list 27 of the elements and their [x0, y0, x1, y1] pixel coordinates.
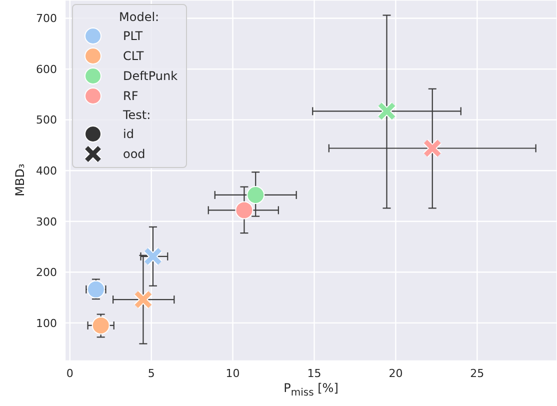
- y-tick-label: 400: [36, 164, 57, 178]
- legend-label: RF: [123, 88, 138, 105]
- legend-label: CLT: [123, 48, 144, 65]
- point: [246, 186, 265, 204]
- x-tick-label: 5: [148, 366, 155, 380]
- y-tick-label: 600: [36, 62, 57, 76]
- y-axis-title: MBD₃: [13, 164, 27, 196]
- y-tick-label: 500: [36, 114, 57, 127]
- x-tick-label: 25: [470, 366, 484, 380]
- annotation: ood: [123, 146, 146, 163]
- legend-label: DeftPunk: [123, 68, 178, 85]
- point: [235, 201, 254, 220]
- x-axis-title: P$_{miss}$ [%]: [284, 381, 338, 398]
- annotation: Test:: [123, 107, 151, 124]
- y-tick-label: 200: [36, 266, 57, 280]
- x-tick-label: 0: [66, 366, 74, 380]
- x-tick-label: 20: [388, 366, 403, 380]
- x-tick-label: 15: [307, 366, 322, 380]
- y-tick-label: 700: [36, 12, 57, 26]
- annotation: id: [123, 126, 134, 143]
- y-tick-label: 300: [36, 215, 57, 228]
- y-tick-label: 100: [36, 316, 57, 330]
- legend-label: PLT: [123, 28, 143, 45]
- point: [86, 280, 105, 298]
- legend-title: Model:: [119, 10, 160, 24]
- x-tick-label: 10: [226, 366, 240, 380]
- point: [92, 316, 110, 334]
